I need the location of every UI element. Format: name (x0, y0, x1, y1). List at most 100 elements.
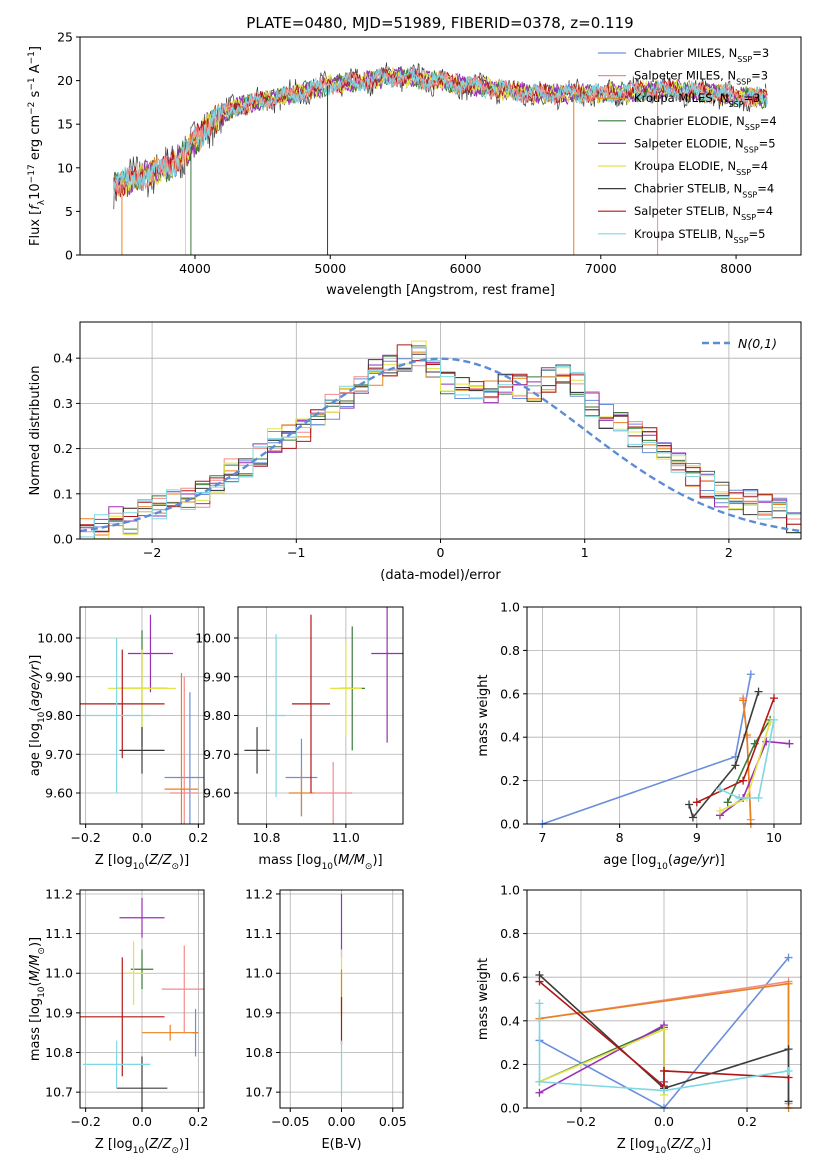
legend-text: Chabrier MILES, N (634, 46, 737, 60)
legend-tail: =5 (759, 136, 776, 150)
legend-tail: =4 (757, 182, 774, 196)
label-part: ( (144, 1137, 149, 1152)
y-tick-label: 25 (57, 30, 73, 45)
legend-tail: =4 (751, 159, 768, 173)
weight-line (542, 674, 752, 824)
label-part: age [log (603, 853, 656, 868)
x-tick-label: 0.0 (132, 1114, 152, 1129)
label-part: Z [log (95, 853, 133, 868)
label-part: 10 (656, 862, 668, 872)
x-axis-label: mass [log10(M/M⊙)] (258, 853, 382, 872)
label-part: )] (372, 853, 382, 868)
legend-tail: =5 (749, 227, 766, 241)
x-axis-label: age [log10(age/yr)] (603, 853, 725, 872)
legend-sub: SSP (742, 190, 757, 199)
label-part: s (28, 90, 43, 101)
axes-frame (526, 606, 802, 825)
legend-sub: SSP (737, 55, 752, 64)
y-axis-label: Flux [fλ10−17 erg cm−2 s−1 A−1] (27, 46, 47, 246)
histogram-step (80, 347, 801, 538)
weight-marker (784, 1045, 793, 1054)
label-part: ( (333, 853, 338, 868)
weight-line (688, 691, 760, 820)
y-tick-label: 9.70 (45, 747, 73, 762)
y-tick-label: 10.00 (37, 631, 73, 646)
label-part: Z/Z (148, 1137, 172, 1152)
weight-marker (784, 953, 793, 962)
legend-label: Salpeter MILES, NSSP=3 (634, 69, 768, 87)
y-tick-label: 10.9 (45, 1005, 73, 1020)
weight-marker (535, 1077, 544, 1086)
weight-marker (535, 977, 544, 986)
legend-tail: =3 (752, 46, 769, 60)
legend-label: Kroupa MILES, NSSP=3 (634, 91, 760, 109)
label-part: 10 (28, 183, 43, 200)
x-tick-label: 0.0 (654, 1114, 674, 1129)
y-axis-label: mass weight (476, 958, 491, 1040)
x-tick-label: 0.05 (379, 1114, 407, 1129)
figure-title: PLATE=0480, MJD=51989, FIBERID=0378, z=0… (246, 14, 633, 32)
x-tick-label: 10 (766, 830, 782, 845)
label-part: λ (37, 199, 47, 205)
weight-marker (692, 798, 701, 807)
y-tick-label: 0.1 (53, 486, 73, 501)
legend-text: Salpeter MILES, N (634, 69, 736, 83)
label-part: )] (715, 853, 725, 868)
y-tick-label: 15 (57, 117, 73, 132)
label-part: 10 (37, 986, 47, 998)
label-part: )] (179, 853, 189, 868)
x-tick-label: 8 (616, 830, 624, 845)
histogram-step (80, 340, 801, 539)
label-part: ⊙ (693, 1146, 701, 1156)
weight-line (538, 1003, 789, 1092)
weight-marker (535, 999, 544, 1008)
weight-marker (784, 1066, 793, 1075)
x-tick-label: −0.2 (70, 830, 100, 845)
legend-label: Salpeter ELODIE, NSSP=5 (634, 136, 776, 154)
y-tick-label: 9.80 (203, 708, 231, 723)
label-part: )] (179, 1137, 189, 1152)
y-tick-label: 9.80 (45, 708, 73, 723)
label-part: 10 (322, 862, 334, 872)
weight-marker (746, 670, 755, 679)
y-tick-label: 0.0 (53, 532, 73, 547)
y-tick-label: 11.0 (45, 966, 73, 981)
legend-sub: SSP (736, 168, 751, 177)
y-tick-label: 11.2 (45, 886, 73, 901)
x-tick-label: 1 (581, 545, 589, 560)
y-tick-label: 0.6 (500, 970, 520, 985)
legend-text: Salpeter ELODIE, N (634, 136, 744, 150)
y-axis-label: mass [log10(M/M⊙)] (28, 937, 47, 1061)
label-part: −2 (27, 102, 37, 115)
weight-marker (769, 694, 778, 703)
plot-residuals: −2 −1 0 1 2 0.0 0.1 0.2 0.3 0.4 (data-model)/error… (28, 321, 802, 583)
x-tick-label: 10.8 (253, 830, 281, 845)
weight-marker (784, 979, 793, 988)
y-axis-label: mass weight (476, 674, 491, 756)
y-tick-label: 10.8 (245, 1045, 273, 1060)
legend-label: Chabrier MILES, NSSP=3 (634, 46, 769, 64)
label-part: )] (28, 655, 43, 665)
y-tick-label: 10 (57, 160, 73, 175)
chart-layer: 4000 5000 6000 7000 80000510152025wavelength… (27, 30, 802, 1156)
label-part: age [log (28, 723, 43, 776)
weight-marker (688, 813, 697, 822)
legend-label: Chabrier STELIB, NSSP=4 (634, 182, 774, 200)
legend-text: Kroupa STELIB, N (634, 227, 734, 241)
y-tick-label: 0.4 (500, 730, 520, 745)
weight-marker (660, 1025, 668, 1034)
y-tick-label: 10.9 (245, 1005, 273, 1020)
x-tick-label: −0.05 (271, 1114, 309, 1129)
y-tick-label: 9.90 (203, 669, 231, 684)
plot-mass-vs-EBV: −0.05 0.00 0.05 10.7 10.8 10.9 11.0 11.1 11.2 E(B… (245, 886, 407, 1152)
y-tick-label: 10.7 (245, 1085, 273, 1100)
y-tick-label: 20 (57, 73, 73, 88)
x-tick-label: 7 (538, 830, 546, 845)
y-tick-label: 0.3 (53, 396, 73, 411)
x-tick-label: 0.2 (737, 1114, 757, 1129)
y-tick-label: 10.00 (195, 631, 231, 646)
label-part: M/M (28, 955, 43, 982)
